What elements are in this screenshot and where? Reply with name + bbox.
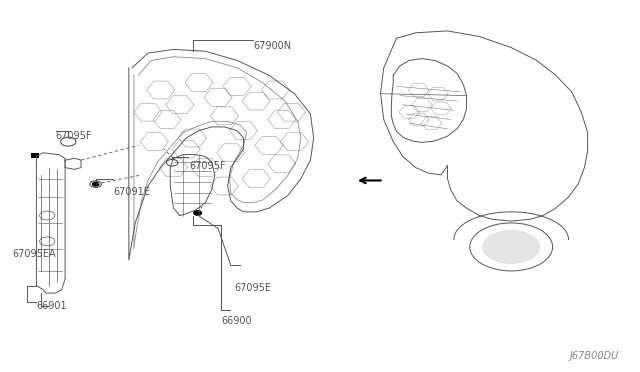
Bar bbox=[31, 153, 39, 158]
Text: 66900: 66900 bbox=[221, 316, 252, 326]
Text: 67095EA: 67095EA bbox=[13, 249, 56, 259]
Circle shape bbox=[194, 211, 202, 215]
Circle shape bbox=[483, 230, 540, 263]
Text: 67095E: 67095E bbox=[234, 283, 271, 292]
Text: 67091E: 67091E bbox=[113, 186, 150, 196]
Text: 67900N: 67900N bbox=[253, 41, 291, 51]
Text: 67095F: 67095F bbox=[56, 131, 92, 141]
Text: 67095F: 67095F bbox=[189, 161, 226, 171]
Text: 66901: 66901 bbox=[36, 301, 67, 311]
Circle shape bbox=[93, 182, 99, 186]
Text: J67B00DU: J67B00DU bbox=[570, 351, 619, 361]
